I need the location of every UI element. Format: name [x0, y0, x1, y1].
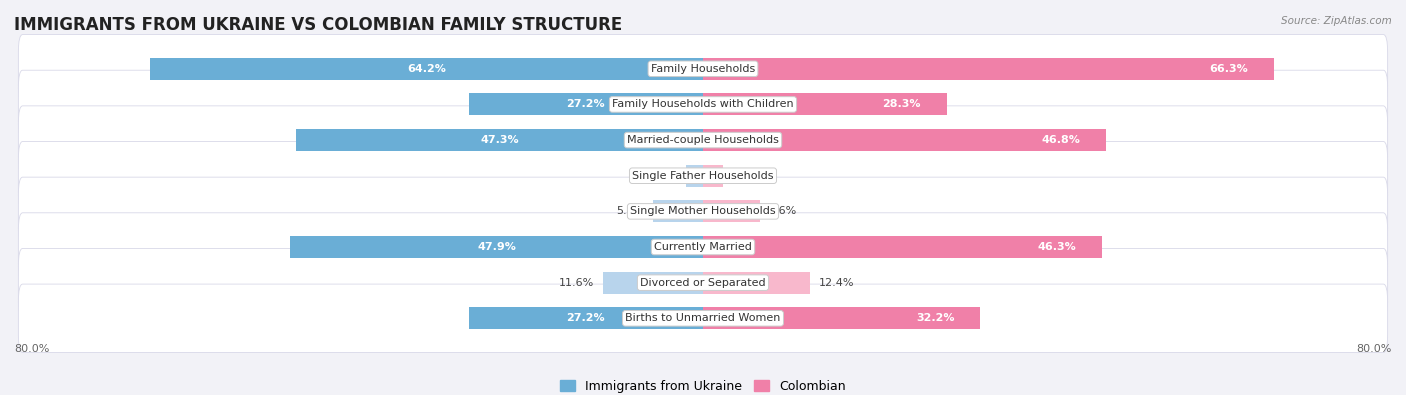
Text: Single Mother Households: Single Mother Households [630, 206, 776, 216]
Text: 27.2%: 27.2% [567, 100, 605, 109]
Bar [703, 129, 1107, 151]
Legend: Immigrants from Ukraine, Colombian: Immigrants from Ukraine, Colombian [555, 375, 851, 395]
Text: 80.0%: 80.0% [14, 344, 49, 354]
Bar [603, 272, 703, 294]
Text: 28.3%: 28.3% [883, 100, 921, 109]
Text: 46.8%: 46.8% [1042, 135, 1080, 145]
Text: Births to Unmarried Women: Births to Unmarried Women [626, 313, 780, 324]
FancyBboxPatch shape [18, 70, 1388, 139]
Bar [703, 272, 810, 294]
Bar [652, 200, 703, 222]
Text: 32.2%: 32.2% [915, 313, 955, 324]
Text: 6.6%: 6.6% [769, 206, 797, 216]
FancyBboxPatch shape [18, 106, 1388, 174]
Text: 12.4%: 12.4% [818, 278, 853, 288]
Bar [703, 93, 946, 115]
FancyBboxPatch shape [18, 213, 1388, 281]
Text: 47.9%: 47.9% [477, 242, 516, 252]
Text: 5.8%: 5.8% [616, 206, 644, 216]
Text: 64.2%: 64.2% [408, 64, 446, 74]
Text: 11.6%: 11.6% [560, 278, 595, 288]
Bar [703, 165, 723, 187]
Text: IMMIGRANTS FROM UKRAINE VS COLOMBIAN FAMILY STRUCTURE: IMMIGRANTS FROM UKRAINE VS COLOMBIAN FAM… [14, 16, 623, 34]
Text: Family Households with Children: Family Households with Children [612, 100, 794, 109]
FancyBboxPatch shape [18, 177, 1388, 246]
Text: 27.2%: 27.2% [567, 313, 605, 324]
Text: Family Households: Family Households [651, 64, 755, 74]
Text: 66.3%: 66.3% [1209, 64, 1249, 74]
FancyBboxPatch shape [18, 248, 1388, 317]
FancyBboxPatch shape [18, 35, 1388, 103]
Bar [703, 200, 759, 222]
Bar [686, 165, 703, 187]
Text: 46.3%: 46.3% [1038, 242, 1076, 252]
Bar [703, 58, 1274, 80]
Bar [295, 129, 703, 151]
Bar [703, 307, 980, 329]
Bar [291, 236, 703, 258]
Bar [150, 58, 703, 80]
Text: Currently Married: Currently Married [654, 242, 752, 252]
Text: Source: ZipAtlas.com: Source: ZipAtlas.com [1281, 16, 1392, 26]
FancyBboxPatch shape [18, 141, 1388, 210]
Bar [468, 307, 703, 329]
Text: Divorced or Separated: Divorced or Separated [640, 278, 766, 288]
Bar [468, 93, 703, 115]
Text: Single Father Households: Single Father Households [633, 171, 773, 181]
Text: 47.3%: 47.3% [479, 135, 519, 145]
FancyBboxPatch shape [18, 284, 1388, 352]
Text: 2.3%: 2.3% [731, 171, 759, 181]
Text: 2.0%: 2.0% [648, 171, 678, 181]
Bar [703, 236, 1102, 258]
Text: Married-couple Households: Married-couple Households [627, 135, 779, 145]
Text: 80.0%: 80.0% [1357, 344, 1392, 354]
